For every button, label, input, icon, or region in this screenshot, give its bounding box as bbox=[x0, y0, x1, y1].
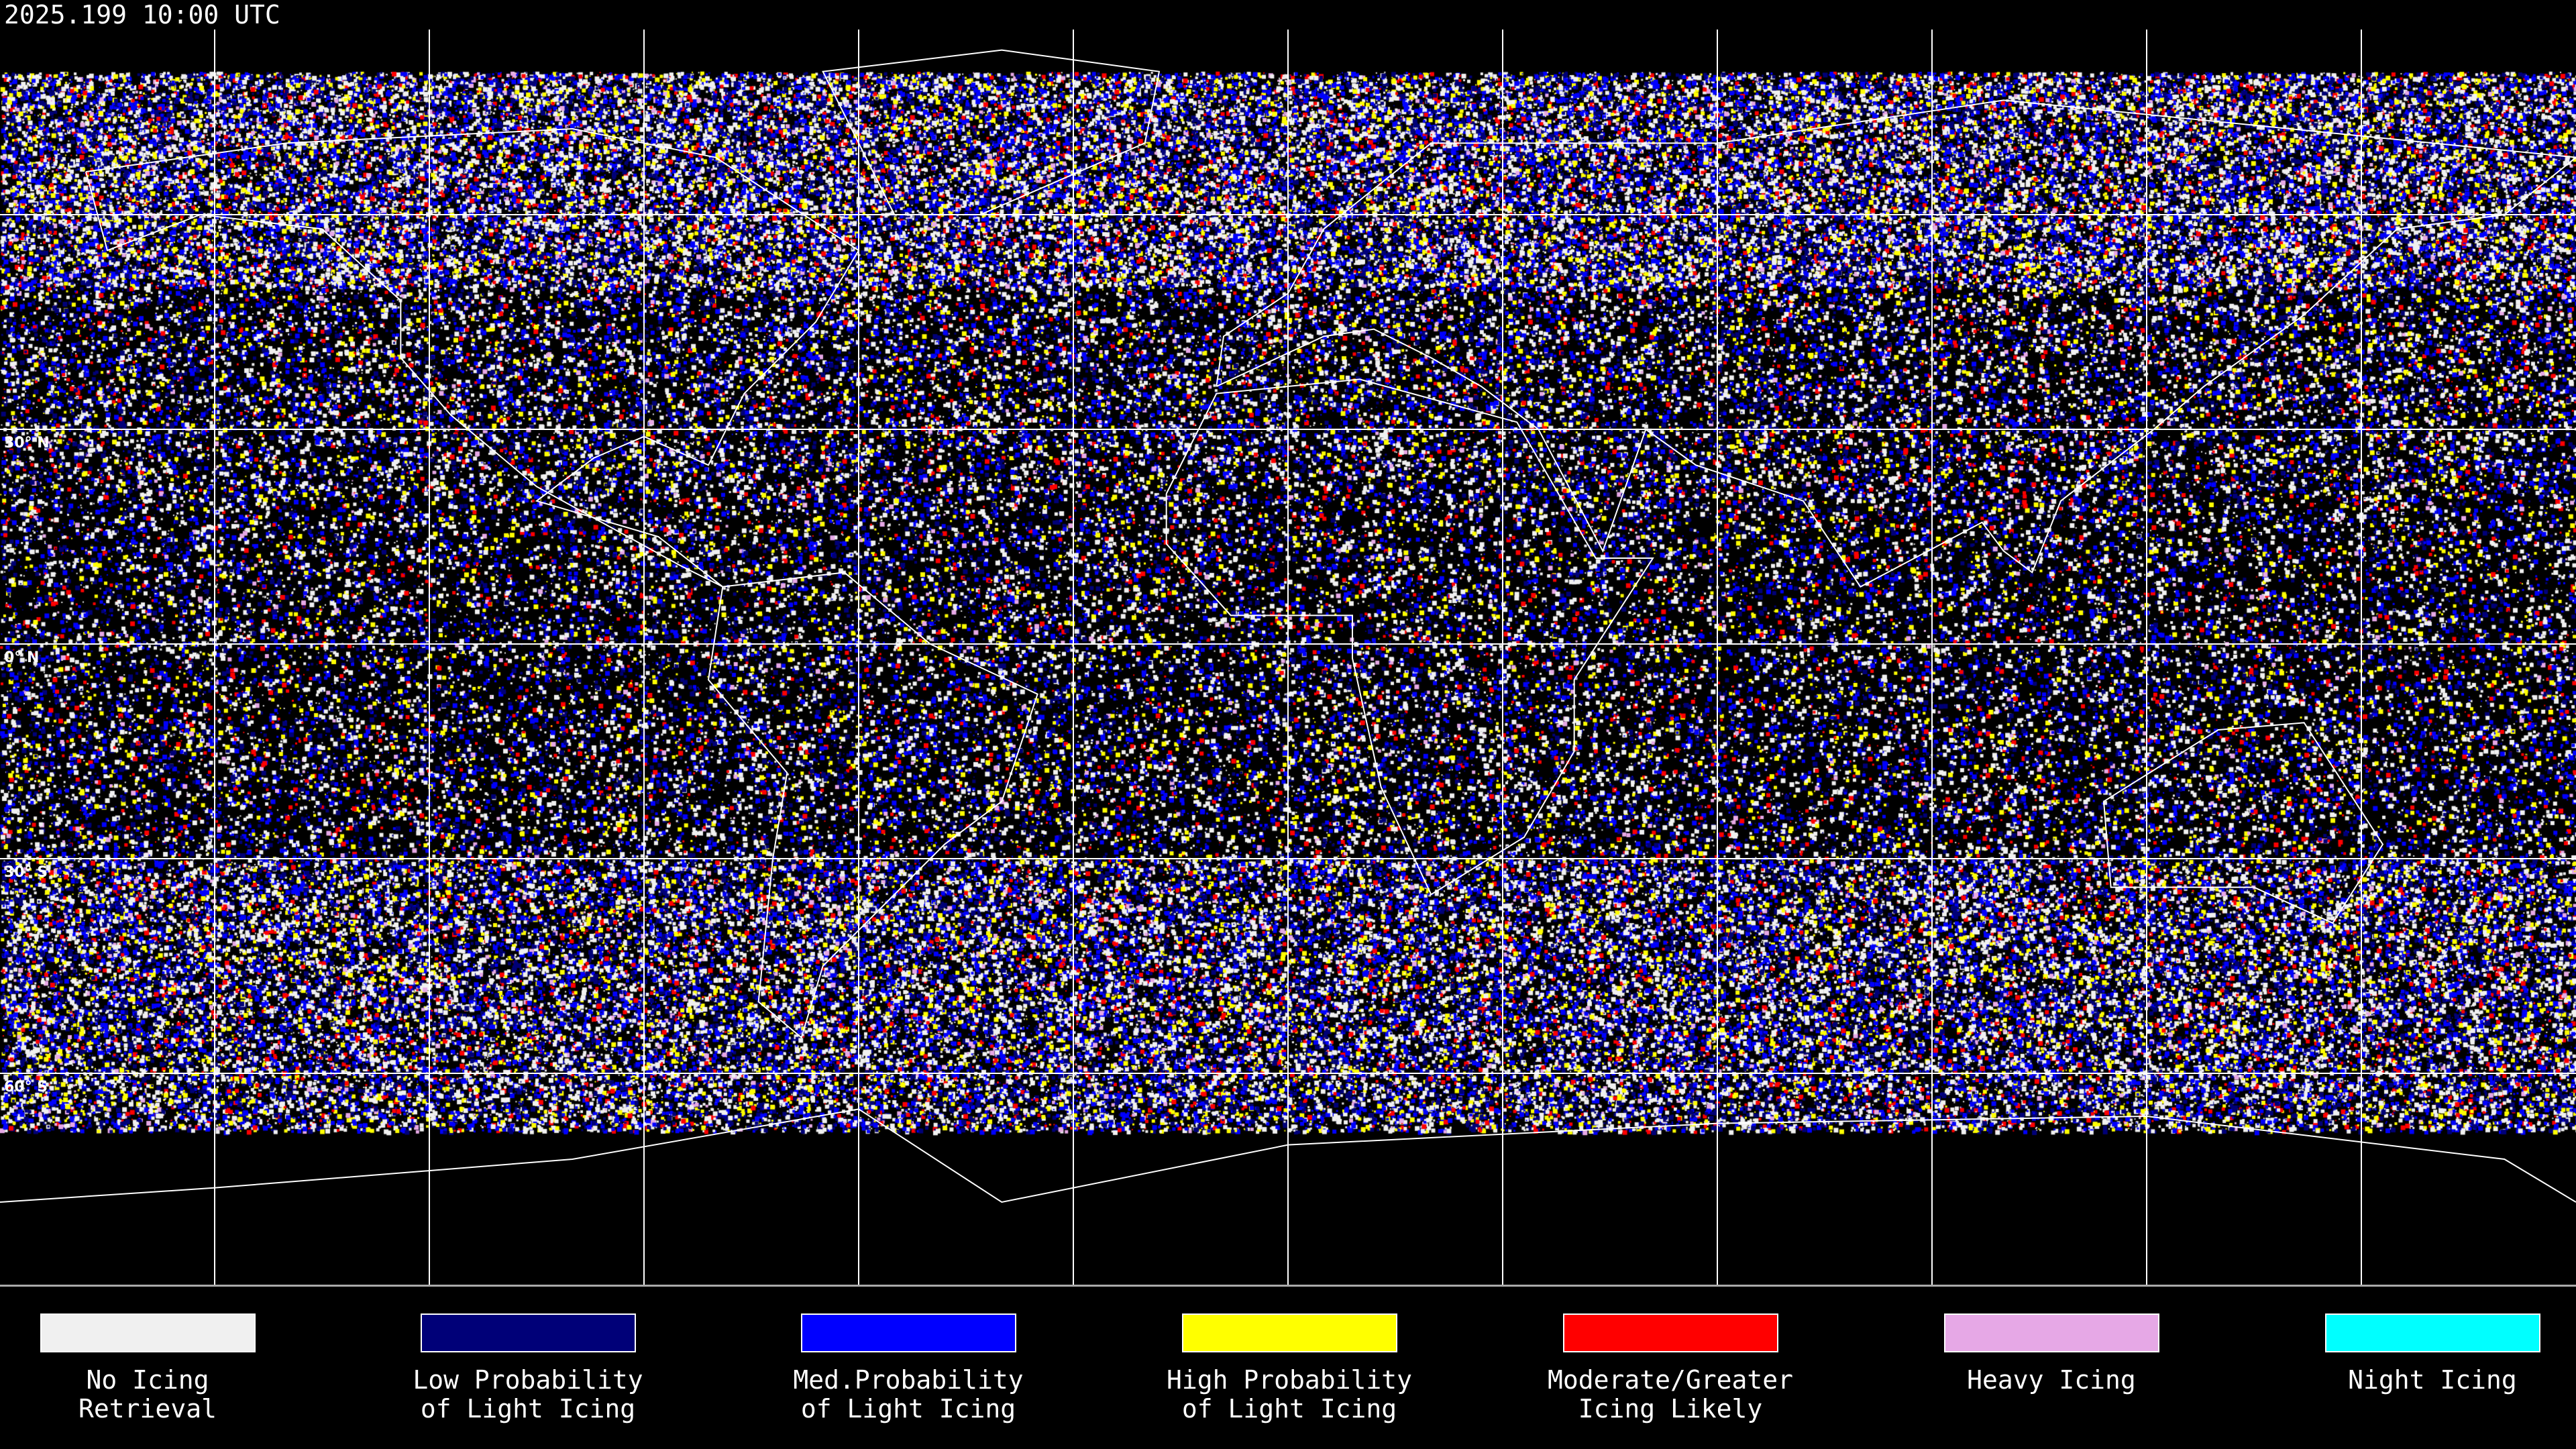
legend-item-high-probability: High Probability of Light Icing bbox=[1099, 1313, 1480, 1424]
legend-label: Med.Probability bbox=[793, 1365, 1024, 1395]
legend-swatch bbox=[2324, 1313, 2540, 1352]
legend-label: of Light Icing bbox=[800, 1394, 1016, 1424]
legend-swatch bbox=[1181, 1313, 1397, 1352]
legend-label: Low Probability bbox=[413, 1365, 643, 1395]
coastline-africa bbox=[1165, 378, 1654, 896]
legend-label: of Light Icing bbox=[1181, 1394, 1397, 1424]
legend-label: Night Icing bbox=[2348, 1365, 2517, 1395]
legend-label: Icing Likely bbox=[1578, 1394, 1763, 1424]
legend-item-med-probability: Med.Probability of Light Icing bbox=[718, 1313, 1099, 1424]
legend-label: of Light Icing bbox=[420, 1394, 636, 1424]
lat-label-60s: 60° S bbox=[4, 1079, 48, 1095]
lat-label-0n: 0° N bbox=[4, 649, 40, 666]
legend-label: High Probability bbox=[1166, 1365, 1413, 1395]
coastline-antarctica bbox=[0, 1108, 2576, 1203]
coastline-australia bbox=[2103, 722, 2384, 924]
coastline-north-america bbox=[85, 127, 860, 588]
lat-label-30n: 30° N bbox=[4, 435, 50, 451]
coastline-greenland bbox=[822, 49, 1161, 215]
legend-item-no-icing: No Icing Retrieval bbox=[0, 1313, 338, 1424]
lat-label-30s: 30° S bbox=[4, 864, 48, 881]
legend-swatch bbox=[420, 1313, 636, 1352]
legend-label: No Icing bbox=[86, 1365, 209, 1395]
legend: No Icing Retrieval Low Probability of Li… bbox=[0, 1313, 2576, 1448]
legend-item-low-probability: Low Probability of Light Icing bbox=[337, 1313, 718, 1424]
legend-item-moderate-greater: Moderate/Greater Icing Likely bbox=[1480, 1313, 1861, 1424]
legend-label: Heavy Icing bbox=[1967, 1365, 2136, 1395]
legend-swatch bbox=[1943, 1313, 2159, 1352]
coastline-eurasia bbox=[1216, 99, 2576, 588]
legend-label: Moderate/Greater bbox=[1547, 1365, 1794, 1395]
icing-map: 2025.199 10:00 UTC 30° N 0° N 30° S 60° … bbox=[0, 0, 2576, 1287]
coastline-south-america bbox=[707, 572, 1038, 1039]
legend-swatch bbox=[800, 1313, 1016, 1352]
timestamp: 2025.199 10:00 UTC bbox=[4, 0, 280, 30]
legend-label: Retrieval bbox=[78, 1394, 217, 1424]
legend-item-night-icing: Night Icing bbox=[2242, 1313, 2576, 1395]
legend-item-heavy-icing: Heavy Icing bbox=[1861, 1313, 2242, 1395]
legend-swatch bbox=[1562, 1313, 1778, 1352]
grid-and-coastline-overlay bbox=[0, 30, 2576, 1285]
legend-swatch bbox=[40, 1313, 256, 1352]
